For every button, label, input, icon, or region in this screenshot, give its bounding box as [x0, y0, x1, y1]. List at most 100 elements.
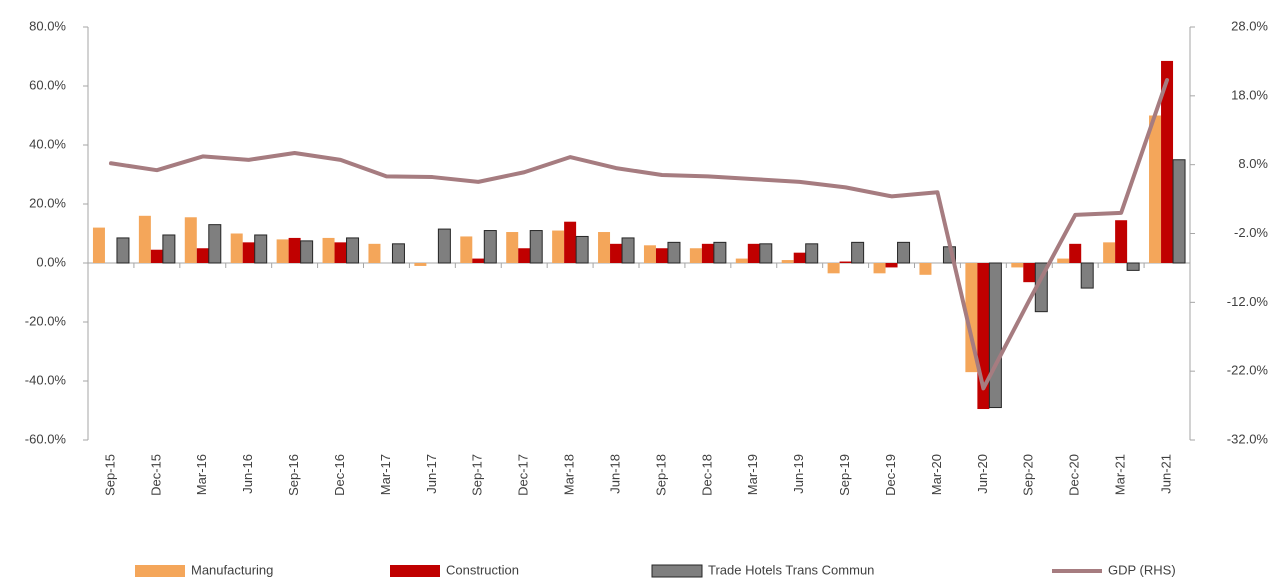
y-tick-label: 40.0% — [29, 136, 66, 151]
bar — [322, 237, 335, 263]
x-tick-label: Dec-17 — [516, 454, 531, 496]
bar — [564, 221, 577, 263]
bar — [150, 249, 163, 263]
bar — [1172, 159, 1186, 264]
legend-swatch — [390, 565, 440, 577]
y2-tick-label: 8.0% — [1238, 156, 1268, 171]
y-tick-label: -60.0% — [25, 431, 67, 446]
legend-label: Manufacturing — [191, 562, 273, 577]
bar — [208, 224, 222, 264]
y-tick-label: -40.0% — [25, 372, 67, 387]
bar — [254, 234, 268, 264]
bar — [793, 252, 806, 263]
bar — [506, 232, 519, 263]
bar — [346, 237, 360, 264]
x-tick-label: Mar-21 — [1113, 454, 1128, 495]
bar — [276, 239, 289, 263]
bar — [1149, 115, 1162, 263]
x-tick-label: Sep-20 — [1021, 454, 1036, 496]
bar — [610, 243, 623, 263]
bar — [1023, 263, 1036, 283]
bar — [781, 260, 794, 263]
bar — [1069, 243, 1082, 263]
bar — [839, 261, 852, 263]
line — [108, 78, 1170, 391]
bar — [667, 241, 681, 264]
x-tick-label: Sep-15 — [102, 454, 117, 496]
bar — [391, 243, 405, 264]
bar — [805, 243, 819, 264]
bar — [437, 228, 451, 264]
bar — [655, 248, 668, 263]
bar — [1011, 263, 1024, 268]
bar — [334, 242, 347, 263]
y2-tick-label: 18.0% — [1231, 87, 1268, 102]
legend-label: Trade Hotels Trans Commun — [708, 562, 874, 577]
bar — [472, 258, 485, 263]
bar — [701, 243, 714, 263]
y-tick-label: 60.0% — [29, 77, 66, 92]
bar — [1126, 262, 1140, 271]
y2-tick-label: -12.0% — [1227, 294, 1269, 309]
bar — [300, 240, 314, 264]
bar — [897, 241, 911, 264]
bar — [827, 263, 840, 274]
bar — [460, 236, 473, 263]
bar — [1080, 262, 1094, 289]
bar — [689, 248, 702, 263]
bar — [518, 248, 531, 263]
x-tick-label: Dec-18 — [699, 454, 714, 496]
bar — [575, 235, 589, 264]
bar — [552, 230, 565, 263]
y2-tick-label: -2.0% — [1234, 225, 1268, 240]
x-tick-label: Jun-17 — [424, 454, 439, 494]
bar — [1057, 258, 1070, 263]
bar — [598, 232, 611, 263]
bar — [242, 242, 255, 263]
legend-label: Construction — [446, 562, 519, 577]
x-tick-label: Mar-19 — [745, 454, 760, 495]
bar — [138, 215, 151, 263]
bar — [196, 248, 209, 263]
x-tick-label: Jun-20 — [975, 454, 990, 494]
x-tick-label: Sep-17 — [470, 454, 485, 496]
x-tick-label: Jun-19 — [791, 454, 806, 494]
legend-label: GDP (RHS) — [1108, 562, 1176, 577]
bar — [735, 258, 748, 263]
bar — [116, 237, 130, 264]
x-tick-label: Sep-16 — [286, 454, 301, 496]
bar — [414, 263, 427, 266]
bar — [230, 233, 243, 263]
bar — [162, 234, 176, 264]
bar — [988, 262, 1002, 409]
y-tick-label: 0.0% — [36, 254, 66, 269]
bar — [1115, 220, 1128, 263]
x-tick-label: Jun-21 — [1158, 454, 1173, 494]
bar — [873, 263, 886, 274]
bar — [184, 217, 197, 263]
x-tick-label: Sep-19 — [837, 454, 852, 496]
x-tick-label: Dec-16 — [332, 454, 347, 496]
bar — [851, 241, 865, 264]
y2-tick-label: -22.0% — [1227, 363, 1269, 378]
bar — [1161, 60, 1174, 263]
x-tick-label: Dec-19 — [883, 454, 898, 496]
x-tick-label: Mar-18 — [562, 454, 577, 495]
x-tick-label: Mar-17 — [378, 454, 393, 495]
bar — [747, 243, 760, 263]
bar — [621, 237, 635, 264]
bar — [1103, 242, 1116, 263]
x-tick-label: Jun-18 — [607, 454, 622, 494]
legend-swatch — [135, 565, 185, 577]
bar — [919, 263, 932, 275]
x-tick-label: Sep-18 — [653, 454, 668, 496]
y-tick-label: -20.0% — [25, 313, 67, 328]
bar — [713, 241, 727, 264]
y-tick-label: 80.0% — [29, 18, 66, 33]
x-tick-label: Jun-16 — [240, 454, 255, 494]
bar — [368, 243, 381, 263]
x-tick-label: Dec-20 — [1067, 454, 1082, 496]
y2-tick-label: -32.0% — [1227, 431, 1269, 446]
x-tick-label: Dec-15 — [148, 454, 163, 496]
